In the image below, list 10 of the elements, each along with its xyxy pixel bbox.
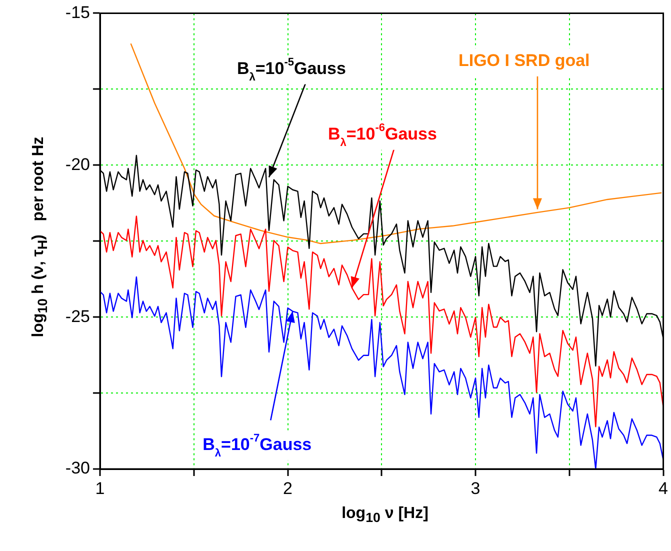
annotation: LIGO I SRD goal: [458, 50, 590, 70]
y-tick-label: -15: [65, 2, 90, 22]
x-tick-label: 3: [470, 478, 480, 498]
y-tick-label: -20: [65, 154, 90, 174]
x-axis-title: log$_{10}$ ν [Hz]: [340, 505, 430, 526]
x-tick-label: 4: [658, 478, 668, 498]
y-tick-label: -30: [65, 458, 90, 478]
x-tick-label: 2: [283, 478, 292, 498]
y-tick-label: -25: [65, 306, 90, 326]
x-tick-label: 1: [95, 478, 105, 498]
